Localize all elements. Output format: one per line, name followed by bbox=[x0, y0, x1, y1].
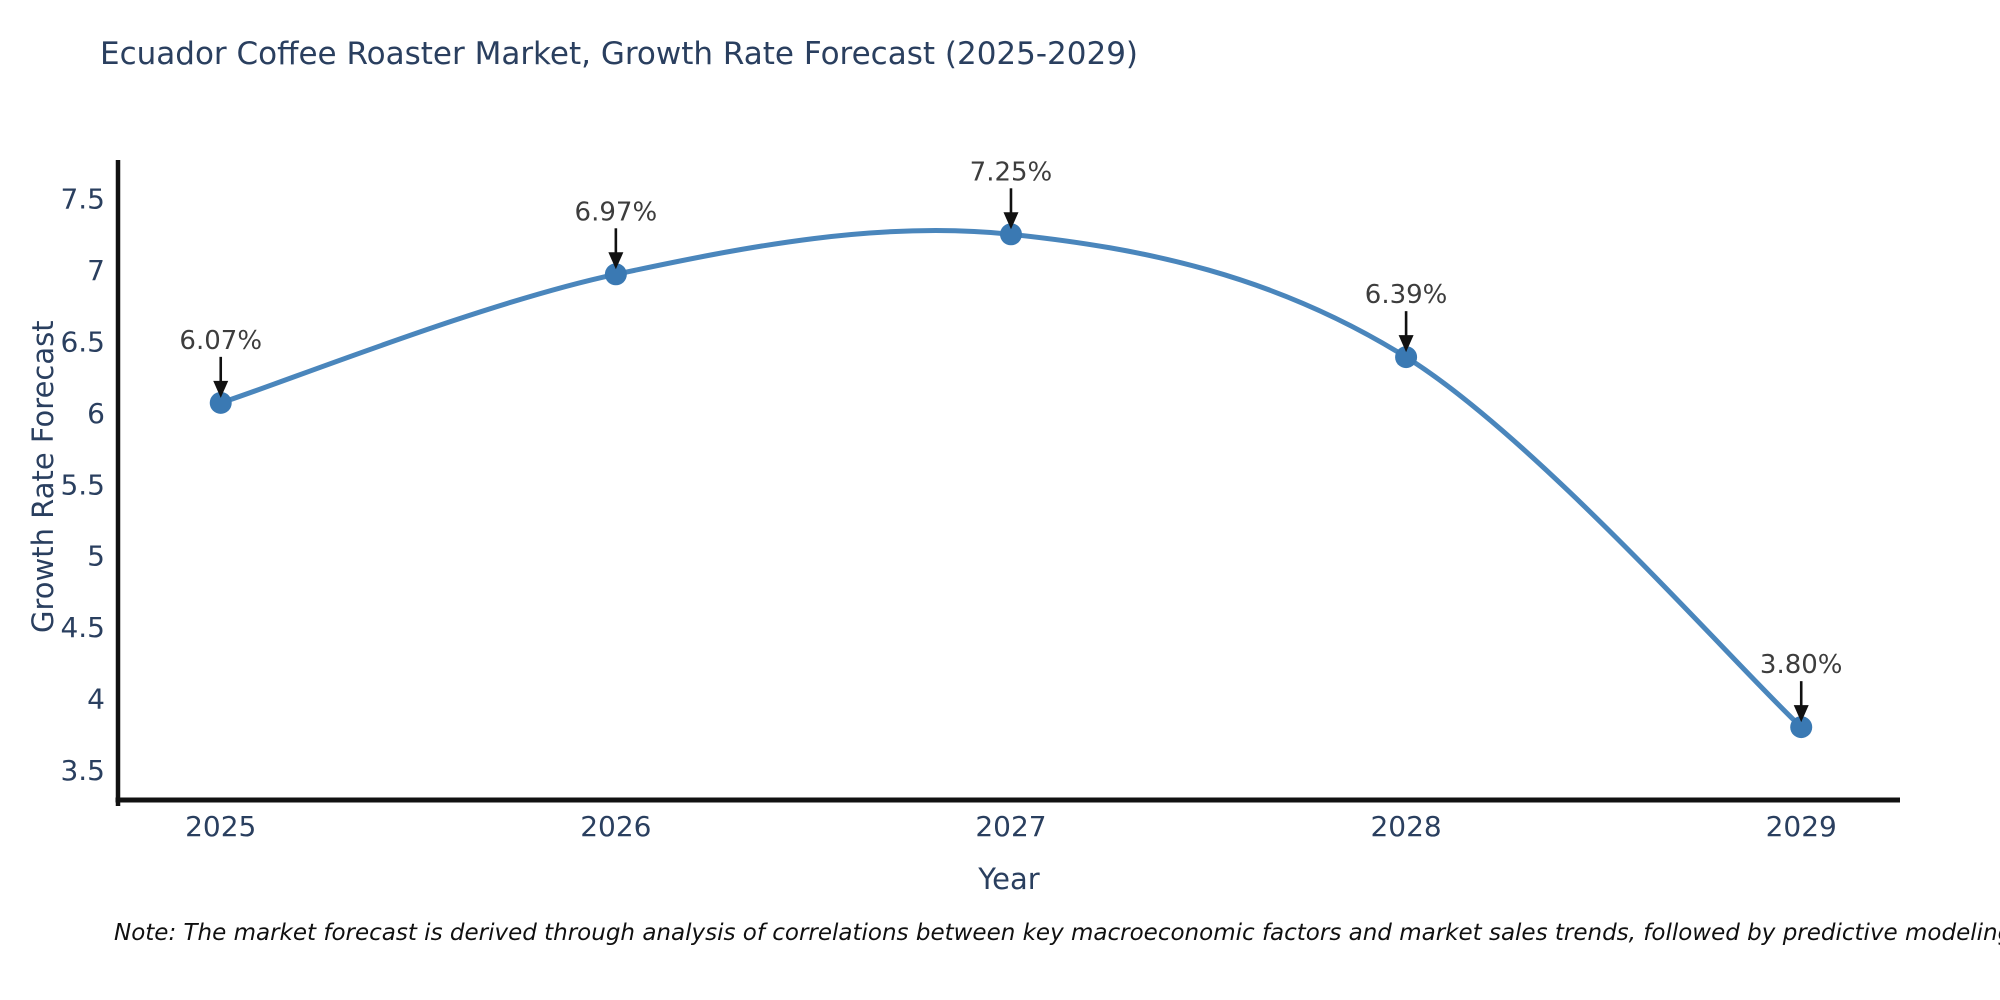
annotation-arrow-head bbox=[213, 380, 229, 398]
x-tick-label: 2025 bbox=[185, 810, 256, 843]
x-axis-title: Year bbox=[978, 862, 1040, 896]
y-axis-title: Growth Rate Forecast bbox=[26, 320, 60, 633]
x-tick-label: 2026 bbox=[580, 810, 651, 843]
annotation-arrow-head bbox=[608, 252, 624, 270]
y-tick-label: 5 bbox=[87, 540, 105, 573]
data-point-label: 7.25% bbox=[970, 157, 1053, 187]
y-tick-label: 4.5 bbox=[60, 611, 105, 644]
x-tick-label: 2028 bbox=[1370, 810, 1441, 843]
annotation-arrow-head bbox=[1398, 335, 1414, 353]
note-text: Note: The market forecast is derived thr… bbox=[114, 920, 2000, 946]
x-tick-label: 2029 bbox=[1766, 810, 1837, 843]
data-point-label: 6.39% bbox=[1365, 280, 1448, 310]
forecast-line bbox=[218, 227, 1804, 730]
y-tick-label: 5.5 bbox=[60, 468, 105, 501]
annotation-arrow-head bbox=[1003, 212, 1019, 230]
chart-title: Ecuador Coffee Roaster Market, Growth Ra… bbox=[100, 36, 1139, 72]
data-point-marker bbox=[1395, 346, 1418, 369]
data-point-marker bbox=[209, 391, 232, 414]
data-point-label: 6.07% bbox=[179, 326, 262, 356]
y-tick-label: 7.5 bbox=[60, 183, 105, 216]
y-tick-label: 4 bbox=[87, 683, 105, 716]
y-tick-label: 7 bbox=[87, 254, 105, 287]
data-point-marker bbox=[999, 223, 1022, 246]
y-tick-label: 6.5 bbox=[60, 325, 105, 358]
data-point-label: 3.80% bbox=[1760, 650, 1843, 680]
data-point-marker bbox=[604, 263, 627, 286]
annotation-arrow-head bbox=[1793, 705, 1809, 723]
y-tick-label: 3.5 bbox=[60, 754, 105, 787]
data-point-label: 6.97% bbox=[575, 197, 658, 227]
x-tick-label: 2027 bbox=[975, 810, 1046, 843]
y-tick-label: 6 bbox=[87, 397, 105, 430]
data-point-marker bbox=[1790, 716, 1813, 739]
